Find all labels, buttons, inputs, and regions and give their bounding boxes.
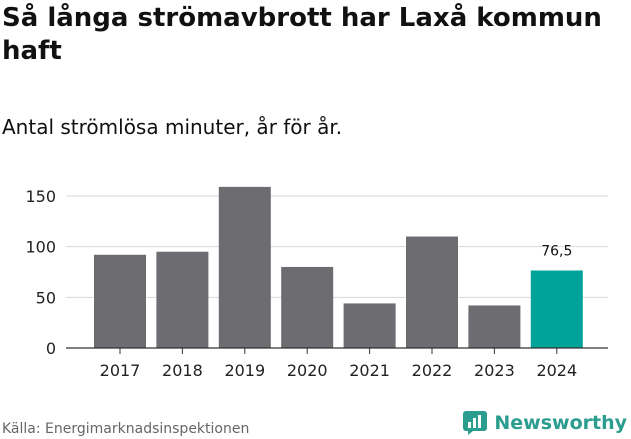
chart-title: Så långa strömavbrott har Laxå kommun ha… (2, 3, 602, 66)
bar-2018 (156, 251, 209, 348)
bars (94, 186, 583, 348)
newsworthy-logo: Newsworthy (462, 408, 627, 438)
x-tick-label: 2024 (536, 361, 577, 380)
x-tick-label: 2021 (349, 361, 390, 380)
bar-2017 (94, 254, 146, 348)
x-tick-label: 2023 (474, 361, 515, 380)
source-note: Källa: Energimarknadsinspektionen (2, 421, 250, 437)
chart-subtitle: Antal strömlösa minuter, år för år. (2, 115, 343, 139)
bar-2019 (218, 186, 271, 348)
gridlines (66, 195, 608, 298)
bar-2024 (530, 270, 583, 348)
labels: 0 50 100 150 2017 2018 2019 2020 2021 2022 2023 202… (25, 187, 608, 380)
bar-2021 (343, 303, 396, 348)
bar-2020 (281, 266, 334, 348)
x-tick-label: 2017 (100, 361, 141, 380)
y-tick-label: 100 (25, 238, 56, 257)
bar-chart: 0 50 100 150 2017 2018 2019 2020 2021 2022 2023 202… (25, 186, 608, 380)
y-tick-label: 0 (46, 339, 56, 358)
data-label: 76,5 (541, 243, 572, 259)
x-tick-label: 2022 (412, 361, 453, 380)
x-tick-label: 2020 (287, 361, 328, 380)
x-tick-label: 2019 (224, 361, 265, 380)
x-tick-label: 2018 (162, 361, 203, 380)
bar-2022 (406, 236, 458, 348)
y-tick-label: 150 (25, 187, 56, 206)
bar-2023 (468, 305, 521, 348)
y-tick-label: 50 (36, 288, 56, 307)
newsworthy-logo-text: Newsworthy (494, 412, 627, 434)
newsworthy-logo-icon (463, 411, 488, 435)
